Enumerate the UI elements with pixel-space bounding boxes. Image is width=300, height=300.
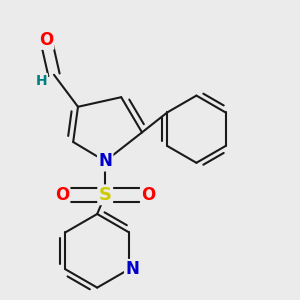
Text: N: N [125,260,139,278]
Text: N: N [98,152,112,170]
Text: O: O [141,186,155,204]
Text: H: H [35,74,47,88]
Text: S: S [99,186,112,204]
Text: O: O [55,186,69,204]
Text: O: O [39,31,53,49]
